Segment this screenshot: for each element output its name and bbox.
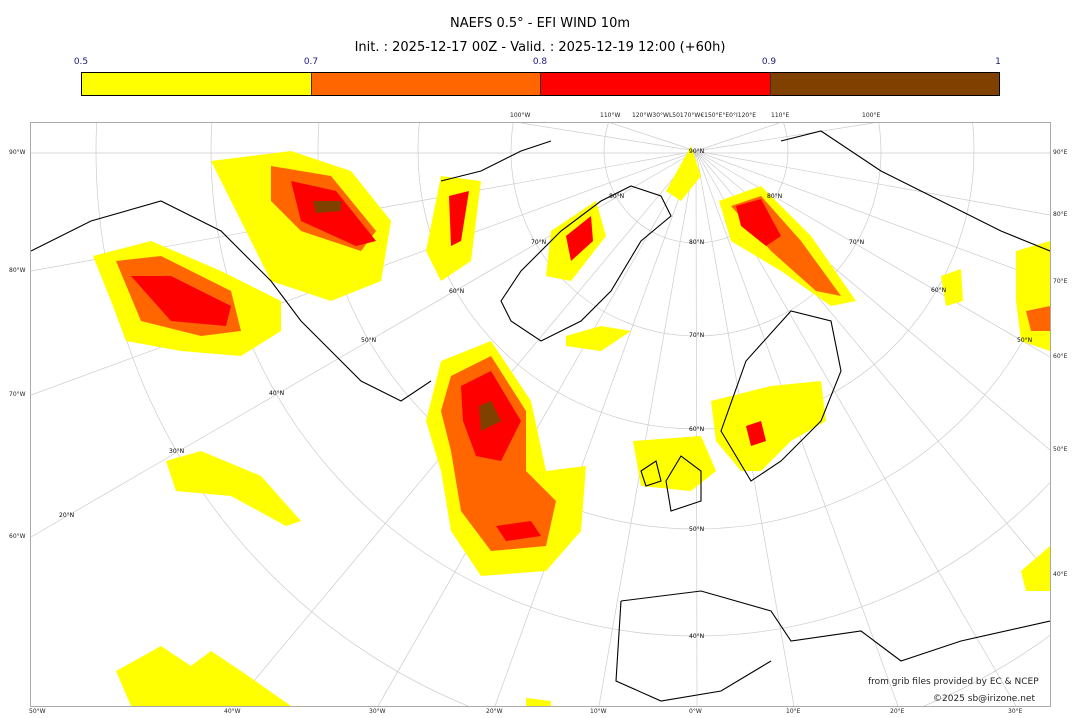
- lon-label-right: 40°E: [1053, 571, 1068, 578]
- colorbar-segment: [311, 73, 541, 95]
- lat-label: 60°N: [689, 426, 704, 433]
- lat-label: 70°N: [689, 332, 704, 339]
- lat-label: 90°N: [689, 148, 704, 155]
- source-credit: from grib files provided by EC & NCEP: [868, 677, 1039, 687]
- colorbar-segment: [541, 73, 771, 95]
- lon-label-left: 70°W: [9, 391, 26, 398]
- map-title: NAEFS 0.5° - EFI WIND 10m: [449, 16, 630, 31]
- lon-label-top: 110°E: [771, 112, 790, 119]
- efi-fields: [93, 146, 1050, 706]
- lon-label-left: 90°W: [9, 149, 26, 156]
- lat-label: 60°N: [931, 287, 946, 294]
- lon-label-bottom: 10°E: [786, 708, 801, 715]
- colorbar-label: 0.8: [532, 57, 548, 67]
- lon-label-top: 100°E: [862, 112, 881, 119]
- colorbar-label: 0.7: [303, 57, 319, 67]
- lon-label-right: 50°E: [1053, 446, 1068, 453]
- lon-label-right: 60°E: [1053, 353, 1068, 360]
- colorbar-segment: [82, 73, 312, 95]
- lon-label-bottom: 50°W: [29, 708, 46, 715]
- lon-label-bottom: 40°W: [224, 708, 241, 715]
- colorbar-label: 0.9: [761, 57, 777, 67]
- lat-label: 50°N: [361, 337, 376, 344]
- latitude-labels: 90°N 80°N 70°N 60°N 50°N 40°N 50°N 40°N …: [59, 148, 1032, 640]
- lon-label-bottom: 10°W: [590, 708, 607, 715]
- lat-label: 40°N: [689, 633, 704, 640]
- lon-label-left: 80°W: [9, 267, 26, 274]
- lon-label-top: 110°W: [600, 112, 621, 119]
- lat-label: 80°N: [609, 193, 624, 200]
- copyright[interactable]: ©2025 sb@irizone.net: [933, 694, 1035, 704]
- lat-label: 80°N: [767, 193, 782, 200]
- lon-label-bottom: 20°W: [486, 708, 503, 715]
- lon-label-left: 60°W: [9, 533, 26, 540]
- coastlines: [30, 130, 1051, 702]
- lon-label-bottom: 30°E: [1008, 708, 1023, 715]
- lat-label: 50°N: [1017, 337, 1032, 344]
- lon-label-right: 90°E: [1053, 149, 1068, 156]
- lon-label-top: 100°W: [510, 112, 531, 119]
- colorbar-label: 1: [995, 57, 1001, 67]
- map-subtitle: Init. : 2025-12-17 00Z - Valid. : 2025-1…: [354, 40, 726, 55]
- lon-label-right: 80°E: [1053, 211, 1068, 218]
- map-panel[interactable]: 90°N 80°N 70°N 60°N 50°N 40°N 50°N 40°N …: [30, 0, 1080, 718]
- lon-label-bottom: 0°W: [689, 708, 702, 715]
- colorbar: [81, 72, 1000, 96]
- lon-label-right: 70°E: [1053, 278, 1068, 285]
- lat-label: 70°N: [531, 239, 546, 246]
- colorbar-segment: [770, 73, 999, 95]
- lat-label: 30°N: [169, 448, 184, 455]
- lon-label-top: 120°W30°WL50170°W€150°E°E0°I120°E: [632, 112, 756, 119]
- lat-label: 50°N: [689, 526, 704, 533]
- map-canvas: 90°N 80°N 70°N 60°N 50°N 40°N 50°N 40°N …: [30, 0, 1080, 718]
- lat-label: 70°N: [849, 239, 864, 246]
- colorbar-label: 0.5: [73, 57, 89, 67]
- lat-label: 60°N: [449, 288, 464, 295]
- lat-label: 40°N: [269, 390, 284, 397]
- lat-label: 80°N: [689, 239, 704, 246]
- lon-label-bottom: 30°W: [369, 708, 386, 715]
- lon-label-bottom: 20°E: [890, 708, 905, 715]
- lat-label: 20°N: [59, 512, 74, 519]
- graticule: [30, 0, 1080, 718]
